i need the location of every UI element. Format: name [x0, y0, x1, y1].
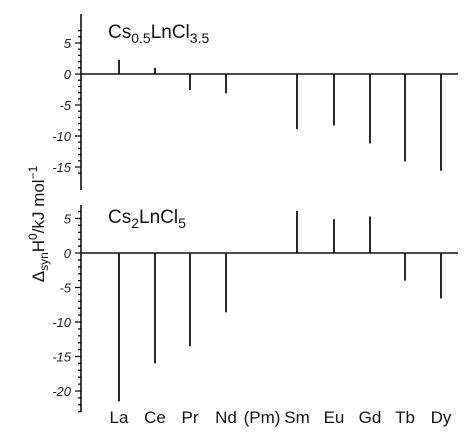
- x-category-label: Dy: [431, 408, 452, 427]
- x-category-label: Ce: [144, 408, 166, 427]
- x-category-label: La: [110, 408, 129, 427]
- panel-1-y-tick-label: -15: [52, 160, 72, 175]
- x-category-label: Eu: [324, 408, 345, 427]
- panel-1-y-tick-label: -10: [52, 129, 72, 144]
- y-axis-label: ΔsynH0/kJ mol−1: [26, 165, 51, 282]
- panel-2-y-tick-label: 0: [64, 246, 72, 261]
- panel-1-y-tick-label: 5: [64, 36, 72, 51]
- panel-2-y-tick-label: -15: [52, 350, 72, 365]
- x-category-label: Nd: [215, 408, 237, 427]
- panel-1-y-tick-label: 0: [64, 67, 72, 82]
- x-category-label: (Pm): [244, 408, 281, 427]
- x-category-label: Tb: [395, 408, 415, 427]
- x-category-label: Pr: [182, 408, 199, 427]
- panel-2-y-tick-label: 5: [64, 212, 72, 227]
- panel-2-y-tick-label: -20: [52, 384, 72, 399]
- panel-2-y-tick-label: -10: [52, 315, 72, 330]
- panel-1-title: Cs0.5LnCl3.5: [108, 22, 209, 46]
- x-category-label: Sm: [284, 408, 310, 427]
- panel-2-y-tick-label: -5: [59, 281, 71, 296]
- x-category-label: Gd: [359, 408, 382, 427]
- panel-1-y-tick-label: -5: [59, 98, 71, 113]
- panel-2-title: Cs2LnCl5: [108, 207, 186, 231]
